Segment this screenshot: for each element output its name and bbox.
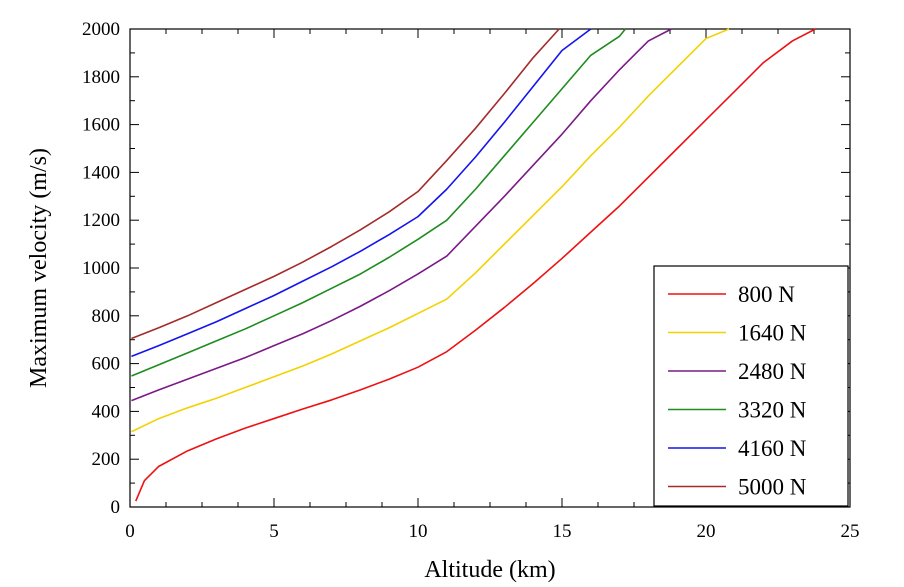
y-tick-label: 800 xyxy=(92,306,121,327)
tick-labels: 0 5 10 15 20 25 0 200 400 600 800 1000 1200 1400 1600 1… xyxy=(82,19,860,542)
x-axis-label: Altitude (km) xyxy=(424,557,555,583)
series-line-1 xyxy=(135,28,816,502)
x-tick-label: 0 xyxy=(125,521,135,542)
x-tick-label: 20 xyxy=(697,521,716,542)
y-tick-label: 2000 xyxy=(82,19,120,40)
y-tick-label: 1400 xyxy=(82,162,120,183)
legend-box xyxy=(653,265,849,507)
x-tick-label: 5 xyxy=(269,521,279,542)
series-line-3 xyxy=(131,28,672,402)
legend-label: 4160 N xyxy=(738,436,807,461)
x-tick-label: 25 xyxy=(841,521,860,542)
legend-label: 3320 N xyxy=(738,398,807,423)
y-tick-label: 1600 xyxy=(82,115,120,136)
legend: 800 N 1640 N 2480 N 3320 N 4160 N 5000 N xyxy=(653,265,849,507)
y-tick-label: 200 xyxy=(92,449,121,470)
series-line-5 xyxy=(131,28,592,358)
legend-label: 800 N xyxy=(738,282,795,307)
y-tick-label: 1200 xyxy=(82,210,120,231)
x-tick-label: 15 xyxy=(553,521,572,542)
legend-label: 5000 N xyxy=(738,475,807,500)
legend-label: 1640 N xyxy=(738,321,807,346)
y-tick-label: 1000 xyxy=(82,258,120,279)
series-line-2 xyxy=(131,28,730,433)
y-tick-label: 600 xyxy=(92,354,121,375)
x-tick-label: 10 xyxy=(409,521,428,542)
legend-label: 2480 N xyxy=(738,359,807,384)
y-axis-label: Maximum velocity (m/s) xyxy=(26,148,52,388)
y-tick-label: 1800 xyxy=(82,67,120,88)
series-lines xyxy=(131,28,816,502)
y-tick-label: 400 xyxy=(92,401,121,422)
y-tick-label: 0 xyxy=(111,497,121,518)
series-line-4 xyxy=(131,28,626,377)
series-line-6 xyxy=(131,28,560,340)
